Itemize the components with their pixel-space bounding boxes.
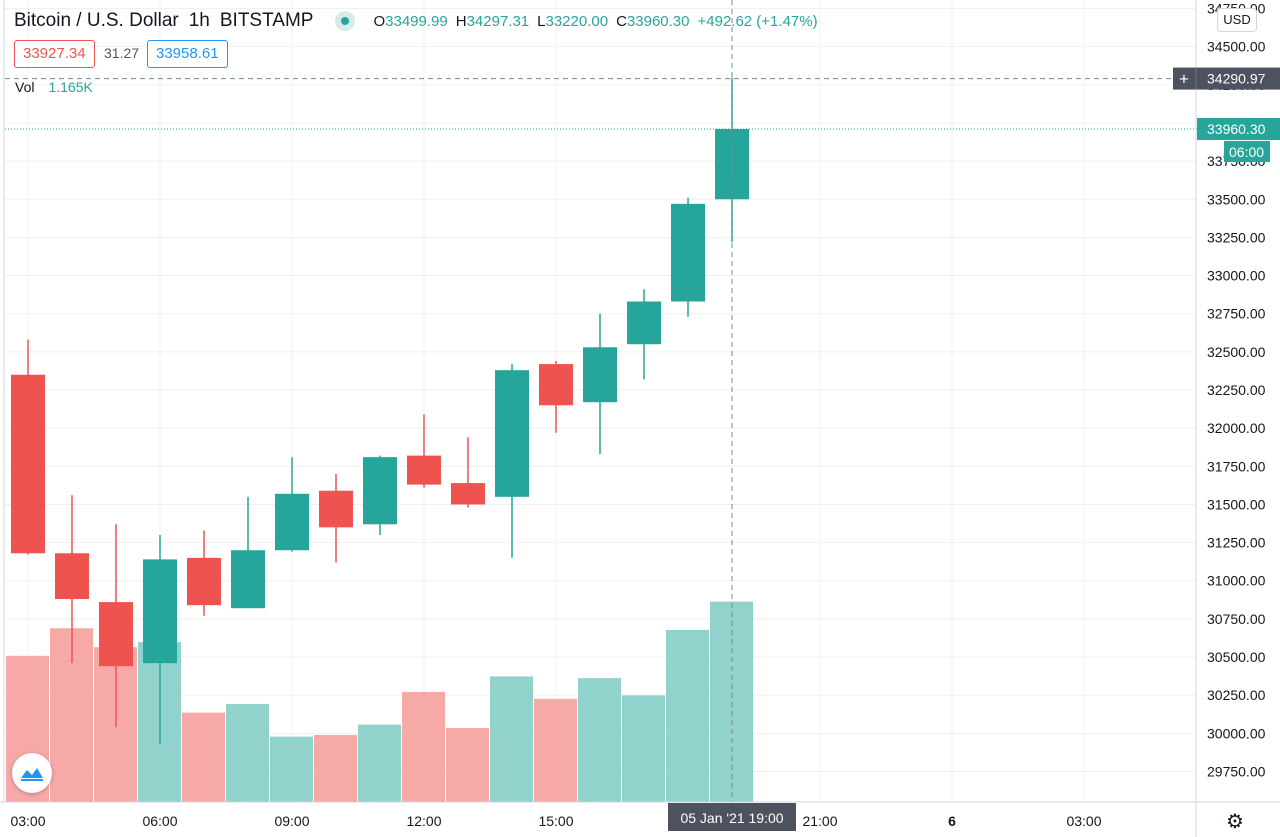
bar-countdown-label: 06:00 [1229, 144, 1264, 160]
candle-body [319, 490, 353, 528]
high-label: H [455, 12, 467, 30]
chart-legend-header: Bitcoin / U.S. Dollar 1h BITSTAMP O33499… [14, 10, 818, 32]
volume-bar [182, 712, 225, 802]
price-tick-label: 32500.00 [1207, 344, 1266, 360]
price-tick-label: 32250.00 [1207, 382, 1266, 398]
open-label: O [373, 12, 386, 30]
price-tick-label: 32000.00 [1207, 420, 1266, 436]
price-tick-label: 31500.00 [1207, 496, 1266, 512]
price-tick-label: 29750.00 [1207, 763, 1266, 779]
volume-bar [358, 724, 401, 802]
interval-label[interactable]: 1h [188, 10, 210, 31]
crosshair-price-badge [1173, 67, 1280, 90]
tradingview-logo-icon[interactable] [12, 753, 52, 793]
spread-value: 31.27 [104, 45, 140, 61]
symbol-title[interactable]: Bitcoin / U.S. Dollar [14, 10, 179, 31]
close-value: 33960.30 [626, 12, 690, 30]
volume-bar [490, 676, 533, 802]
candle-body [275, 493, 309, 551]
time-tick-label: 06:00 [142, 813, 177, 829]
price-tick-label: 30500.00 [1207, 649, 1266, 665]
candle-body [143, 559, 177, 664]
candle-body [99, 602, 133, 667]
last-price-label: 33960.30 [1207, 121, 1266, 137]
time-tick-label: 12:00 [406, 813, 441, 829]
candle-body [495, 370, 529, 497]
volume-bars [6, 601, 753, 802]
ohlc-values: O33499.99 H34297.31 L33220.00 C33960.30 … [373, 13, 817, 30]
chart-overlays [3, 0, 1280, 802]
price-axis[interactable]: 29750.00 30000.00 30250.00 30500.00 30750.00… [1173, 0, 1280, 837]
time-tick-label: 15:00 [538, 813, 573, 829]
price-tick-label: 31250.00 [1207, 535, 1266, 551]
crosshair-price-label: 34290.97 [1207, 71, 1266, 87]
candle-body [231, 550, 265, 609]
volume-bar [666, 630, 709, 802]
currency-button[interactable]: USD [1217, 8, 1257, 32]
volume-bar [578, 678, 621, 802]
volume-bar [270, 736, 313, 802]
price-tick-label: 34500.00 [1207, 39, 1266, 55]
candle-body [55, 553, 89, 600]
time-tick-label: 03:00 [10, 813, 45, 829]
volume-bar [314, 734, 357, 802]
time-tick-label: 21:00 [802, 813, 837, 829]
countdown-badge [1224, 141, 1270, 163]
market-status-icon [335, 11, 356, 31]
open-value: 33499.99 [385, 12, 448, 30]
volume-bar [402, 691, 445, 802]
high-value: 34297.31 [466, 12, 530, 30]
price-tick-label: 30750.00 [1207, 611, 1266, 627]
buy-button[interactable]: 33958.61 [147, 40, 228, 68]
candle-body [11, 374, 45, 554]
last-price-badge [1197, 118, 1280, 141]
candle-body [583, 347, 617, 403]
time-axis[interactable]: 03:00 06:00 09:00 12:00 15:00 21:00 6 03:00 05 J… [0, 801, 1280, 831]
price-tick-label: 32750.00 [1207, 306, 1266, 322]
candle-body [539, 364, 573, 406]
time-tick-label: 6 [948, 813, 956, 829]
crosshair-time-label: 05 Jan '21 19:00 [680, 810, 783, 826]
volume-bar [534, 698, 577, 802]
candlesticks [11, 77, 749, 745]
price-tick-label: 33250.00 [1207, 229, 1266, 245]
candle-body [363, 457, 397, 525]
price-tick-label: 30000.00 [1207, 725, 1266, 741]
price-tick-label: 33000.00 [1207, 268, 1266, 284]
low-label: L [537, 12, 546, 30]
price-tick-label: 33500.00 [1207, 191, 1266, 207]
candle-body [187, 557, 221, 606]
time-tick-label: 03:00 [1066, 813, 1101, 829]
low-value: 33220.00 [545, 12, 609, 30]
sell-button[interactable]: 33927.34 [14, 40, 95, 68]
volume-bar [622, 695, 665, 802]
change-value: +492.62 (+1.47%) [697, 12, 818, 30]
exchange-label: BITSTAMP [219, 10, 314, 31]
price-tick-label: 31750.00 [1207, 458, 1266, 474]
crosshair-time-badge [668, 803, 796, 831]
time-tick-label: 09:00 [274, 813, 309, 829]
price-tick-label: 31000.00 [1207, 573, 1266, 589]
candle-body [407, 455, 441, 485]
volume-value: 1.165K [48, 79, 93, 95]
plus-icon[interactable]: + [1179, 70, 1189, 89]
price-tick-label: 30250.00 [1207, 687, 1266, 703]
volume-bar [226, 703, 269, 802]
close-label: C [616, 12, 627, 30]
candle-body [627, 301, 661, 345]
volume-label: Vol [15, 79, 35, 95]
volume-legend: Vol 1.165K [15, 79, 93, 95]
gear-icon[interactable]: ⚙ [1226, 811, 1244, 833]
candle-body [451, 483, 485, 505]
volume-bar [446, 728, 489, 802]
candle-body [671, 203, 705, 302]
